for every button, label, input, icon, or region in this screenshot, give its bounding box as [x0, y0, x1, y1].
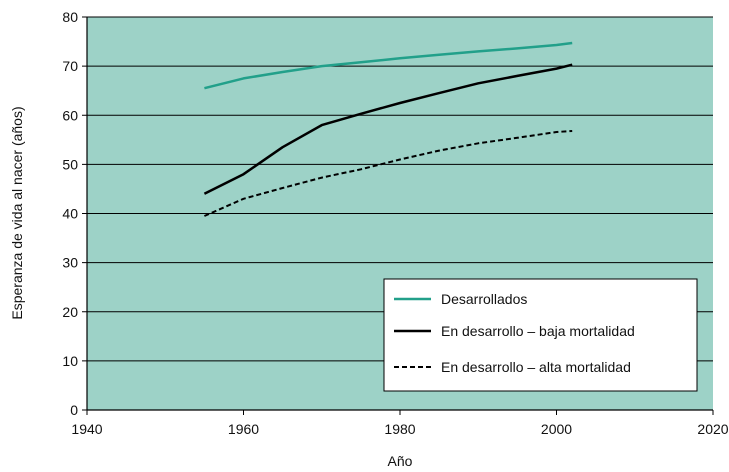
x-ticks: 1940 1960 1980 2000 2020 — [71, 410, 729, 437]
x-axis-title: Año — [388, 453, 413, 469]
y-tick-label-10: 10 — [62, 353, 78, 369]
x-tick-label-1980: 1980 — [384, 421, 415, 437]
x-tick-label-1940: 1940 — [71, 421, 102, 437]
y-tick-label-40: 40 — [62, 206, 78, 222]
y-tick-label-30: 30 — [62, 255, 78, 271]
y-tick-label-80: 80 — [62, 9, 78, 25]
y-tick-label-20: 20 — [62, 304, 78, 320]
y-tick-label-60: 60 — [62, 107, 78, 123]
x-tick-label-1960: 1960 — [228, 421, 259, 437]
legend: Desarrollados En desarrollo – baja morta… — [383, 278, 698, 392]
series-line-1 — [203, 63, 573, 195]
y-tick-label-70: 70 — [62, 58, 78, 74]
legend-label-baja-mortalidad: En desarrollo – baja mortalidad — [441, 323, 635, 339]
y-ticks: 0 10 20 30 40 50 60 70 80 — [62, 9, 87, 418]
series-lines — [203, 41, 573, 217]
legend-label-desarrollados: Desarrollados — [441, 291, 527, 307]
x-tick-label-2000: 2000 — [541, 421, 572, 437]
y-axis-title: Esperanza de vida al nacer (años) — [9, 106, 25, 319]
series-line-0 — [204, 41, 573, 90]
x-tick-label-2020: 2020 — [697, 421, 728, 437]
legend-box — [383, 278, 698, 392]
y-tick-label-0: 0 — [70, 402, 78, 418]
legend-label-alta-mortalidad: En desarrollo – alta mortalidad — [441, 359, 631, 375]
series-line-2 — [203, 130, 573, 217]
y-tick-label-50: 50 — [62, 156, 78, 172]
